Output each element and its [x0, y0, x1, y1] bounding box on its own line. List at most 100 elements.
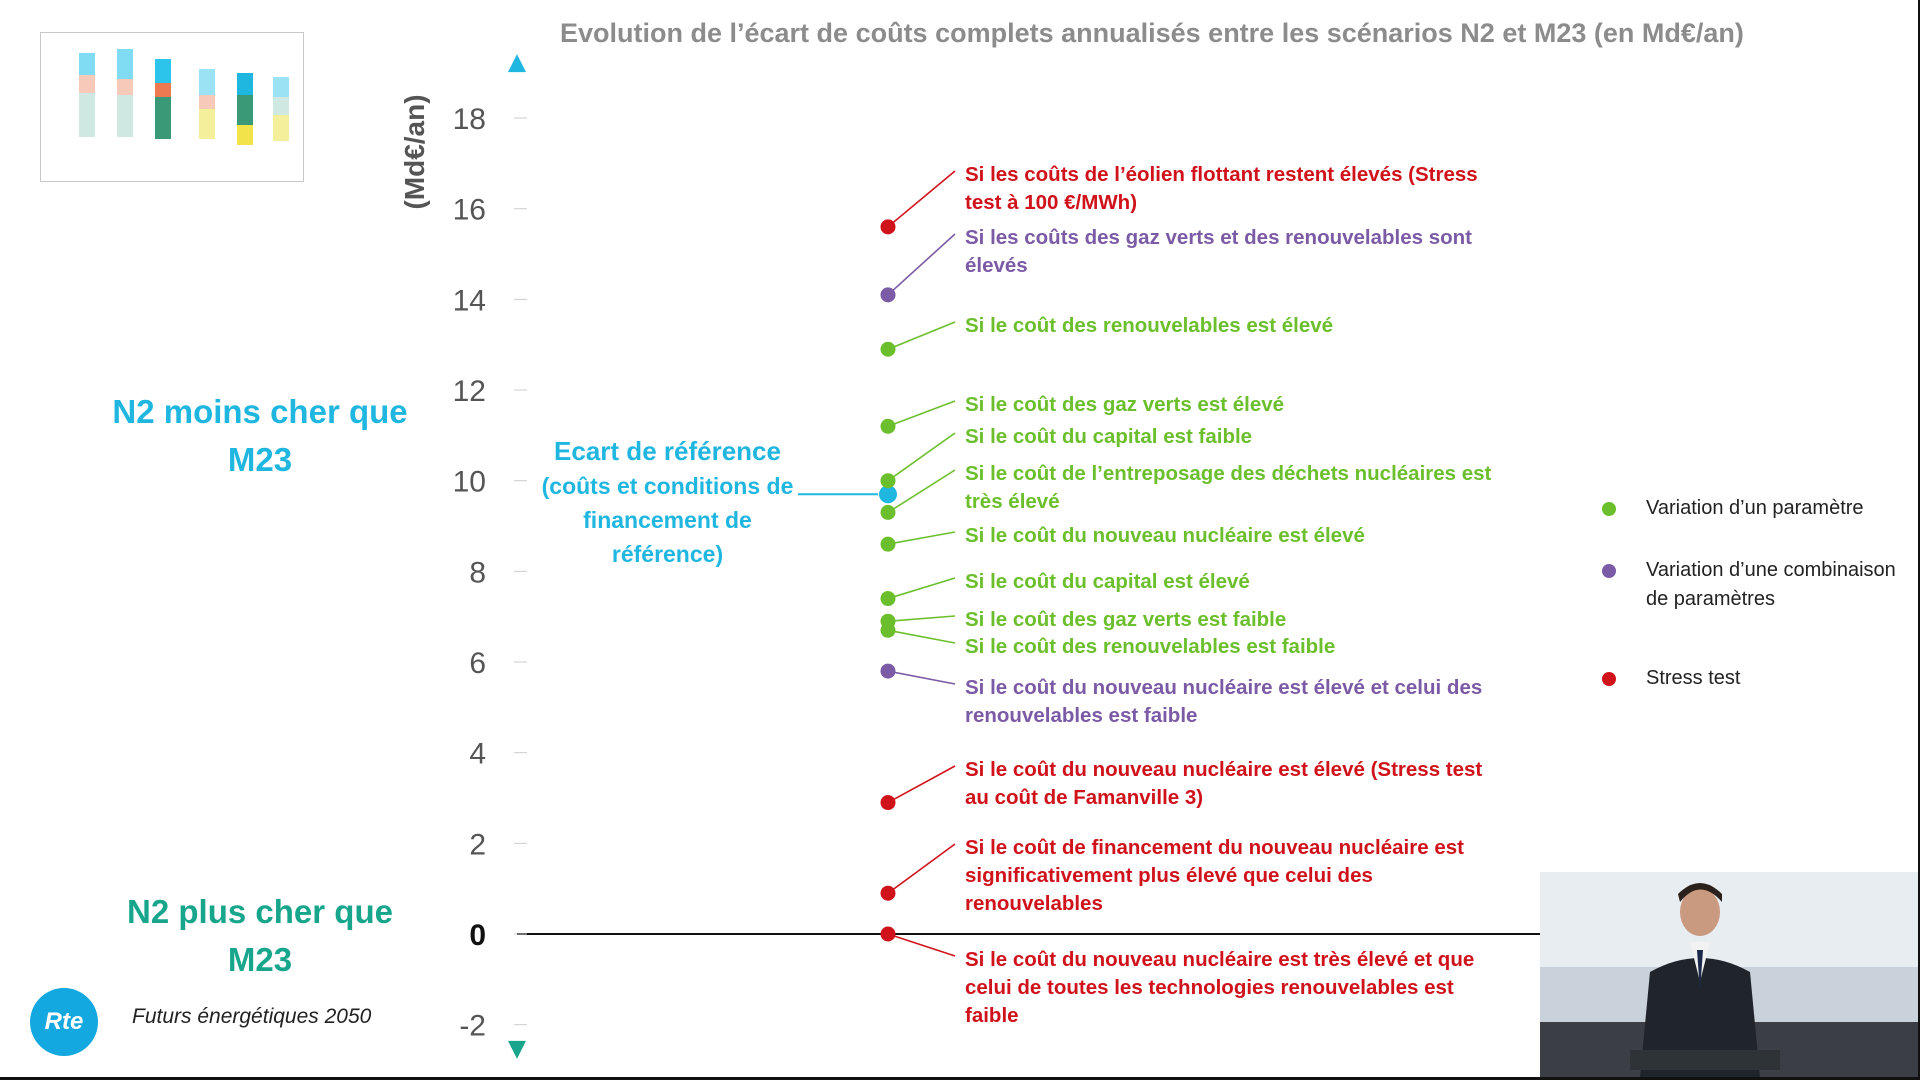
y-tick-label: 14	[453, 284, 486, 317]
data-label: Si le coût du nouveau nucléaire est très…	[965, 948, 1474, 971]
data-label: très élevé	[965, 490, 1060, 513]
data-point	[880, 504, 896, 520]
y-tick-label: 2	[469, 828, 486, 861]
data-label: Si le coût de financement du nouveau nuc…	[965, 836, 1464, 859]
data-point	[880, 926, 896, 942]
data-point	[880, 473, 896, 489]
data-label: Si le coût du nouveau nucléaire est élev…	[965, 676, 1482, 699]
data-point	[880, 613, 896, 629]
data-point-group: Si le coût du nouveau nucléaire est très…	[880, 926, 1474, 1027]
reference-marker	[798, 485, 897, 504]
data-label: élevés	[965, 254, 1028, 277]
data-point	[880, 341, 896, 357]
y-tick-label: 4	[469, 738, 486, 771]
data-point	[880, 622, 896, 638]
rte-logo: Rte	[30, 988, 98, 1056]
data-label: celui de toutes les technologies renouve…	[965, 976, 1454, 999]
data-label: Si le coût de l’entreposage des déchets …	[965, 462, 1492, 485]
thumbnail-mini-chart	[79, 49, 289, 145]
data-label: Si le coût des renouvelables est élevé	[965, 314, 1333, 337]
screen-right-border	[1918, 0, 1920, 1077]
data-label: Si le coût du capital est faible	[965, 425, 1252, 448]
data-label: Si les coûts de l’éolien flottant resten…	[965, 163, 1478, 186]
data-label: Si le coût des gaz verts est élevé	[965, 393, 1284, 416]
chart-title: Evolution de l’écart de coûts complets a…	[560, 18, 1744, 48]
y-tick-label: 12	[453, 375, 486, 408]
y-tick-label: 0	[469, 919, 486, 952]
data-point-group: Si le coût de financement du nouveau nuc…	[880, 836, 1464, 915]
data-label: Si les coûts des gaz verts et des renouv…	[965, 226, 1472, 249]
data-point-group: Si le coût de l’entreposage des déchets …	[880, 462, 1492, 520]
speaker-video-frame	[1540, 872, 1918, 1077]
y-tick-label: 10	[453, 466, 486, 499]
n2-more-expensive-label: N2 plus cher que M23	[127, 893, 393, 978]
data-point	[880, 795, 896, 811]
data-point-group: Si les coûts de l’éolien flottant resten…	[880, 163, 1478, 235]
data-point	[880, 418, 896, 434]
speaker-video-overlay[interactable]	[1540, 872, 1918, 1077]
data-point	[880, 287, 896, 303]
y-axis-label: (Md€/an)	[399, 94, 430, 209]
leader-line	[887, 615, 956, 623]
reference-title: Ecart de référence	[554, 436, 781, 466]
data-point-group: Si le coût des gaz verts est élevé	[880, 393, 1284, 434]
data-point-group: Si le coût des gaz verts est faible	[880, 608, 1286, 631]
leader-line	[887, 469, 956, 514]
data-label: Si le coût du nouveau nucléaire est élev…	[965, 758, 1482, 781]
slide-thumbnail[interactable]	[40, 32, 304, 182]
data-label: significativement plus élevé que celui d…	[965, 864, 1373, 887]
leader-line	[887, 400, 956, 428]
data-point-group: Si le coût du capital est faible	[880, 425, 1252, 489]
data-point-group: Si le coût du nouveau nucléaire est élev…	[880, 524, 1365, 552]
y-tick-label: -2	[459, 1010, 486, 1043]
leader-line	[887, 629, 956, 644]
y-tick-label: 6	[469, 647, 486, 680]
reference-subtitle: (coûts et conditions de financement de r…	[541, 473, 794, 567]
data-label: Si le coût des gaz verts est faible	[965, 608, 1286, 631]
data-label: renouvelables est faible	[965, 704, 1197, 727]
screen-bottom-border	[0, 1077, 1920, 1080]
data-label: renouvelables	[965, 892, 1103, 915]
leader-line	[887, 432, 956, 482]
data-label: Si le coût du capital est élevé	[965, 570, 1250, 593]
data-point	[880, 663, 896, 679]
data-label: au coût de Famanville 3)	[965, 786, 1203, 809]
leader-line	[887, 170, 956, 228]
legend-label: Stress test	[1646, 667, 1741, 689]
leader-line	[887, 531, 956, 545]
data-point	[880, 591, 896, 607]
data-point-group: Si le coût des renouvelables est faible	[880, 622, 1335, 658]
leader-line	[887, 321, 956, 350]
data-label: Si le coût des renouvelables est faible	[965, 635, 1335, 658]
n2-cheaper-label: N2 moins cher que M23	[112, 393, 408, 478]
data-label: faible	[965, 1004, 1019, 1027]
legend-label: Variation d’une combinaison de paramètre…	[1646, 559, 1896, 610]
footer-text: Futurs énergétiques 2050	[132, 1005, 372, 1028]
red-dot-icon	[1602, 672, 1616, 686]
data-point	[880, 536, 896, 552]
data-point-group: Si le coût des renouvelables est élevé	[880, 314, 1333, 357]
data-point-group: Si le coût du capital est élevé	[880, 570, 1250, 607]
y-axis-up-arrow-icon	[508, 54, 526, 73]
data-point-group: Si les coûts des gaz verts et des renouv…	[880, 226, 1472, 303]
y-tick-label: 16	[453, 194, 486, 227]
data-point	[880, 885, 896, 901]
data-label: test à 100 €/MWh)	[965, 191, 1137, 214]
leader-line	[887, 843, 956, 894]
legend-label: Variation d’un paramètre	[1646, 497, 1864, 519]
thumbnail-bars	[79, 49, 289, 145]
y-axis-down-arrow-icon	[508, 1040, 526, 1059]
data-point	[880, 219, 896, 235]
reference-point	[879, 485, 897, 504]
data-label: Si le coût du nouveau nucléaire est élev…	[965, 524, 1365, 547]
leader-line	[887, 933, 956, 957]
leader-line	[887, 577, 956, 600]
data-point-group: Si le coût du nouveau nucléaire est élev…	[880, 663, 1482, 727]
data-point-group: Si le coût du nouveau nucléaire est élev…	[880, 758, 1482, 811]
leader-line	[887, 233, 956, 296]
leader-line	[887, 670, 956, 685]
purple-dot-icon	[1602, 564, 1616, 578]
speaker-figure	[1630, 883, 1780, 1077]
leader-line	[887, 765, 956, 804]
